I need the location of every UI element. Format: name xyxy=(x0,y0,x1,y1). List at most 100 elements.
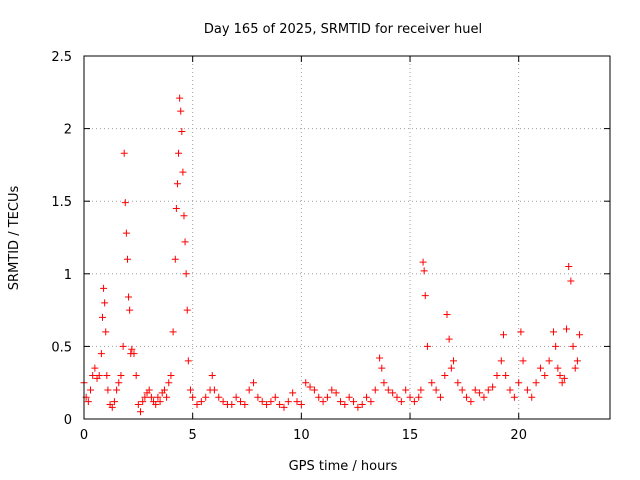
data-point xyxy=(323,393,331,401)
data-point xyxy=(132,371,140,379)
data-point xyxy=(552,342,560,350)
data-point xyxy=(441,371,449,379)
data-point xyxy=(254,393,262,401)
data-point xyxy=(147,393,155,401)
data-point xyxy=(103,371,111,379)
data-point xyxy=(179,168,187,176)
data-point xyxy=(122,229,130,237)
data-point xyxy=(563,325,571,333)
y-tick-label: 0 xyxy=(64,413,72,428)
data-point xyxy=(565,263,573,271)
data-point xyxy=(560,374,568,382)
data-point xyxy=(571,364,579,372)
plot-frame xyxy=(83,55,611,420)
data-point xyxy=(510,393,518,401)
data-point xyxy=(480,393,488,401)
data-point xyxy=(241,400,249,408)
data-point xyxy=(393,393,401,401)
data-point xyxy=(489,383,497,391)
data-point xyxy=(95,371,103,379)
data-point xyxy=(104,386,112,394)
data-point xyxy=(98,313,106,321)
data-point xyxy=(447,364,455,372)
data-point xyxy=(332,389,340,397)
data-point xyxy=(420,267,428,275)
x-tick-label: 10 xyxy=(293,428,310,443)
data-point xyxy=(402,386,410,394)
data-point xyxy=(484,386,492,394)
data-point xyxy=(91,364,99,372)
data-point xyxy=(499,331,507,339)
data-point xyxy=(450,357,458,365)
data-point xyxy=(328,386,336,394)
y-tick-label: 1 xyxy=(64,268,72,283)
data-point xyxy=(178,128,186,136)
data-point xyxy=(569,342,577,350)
data-point xyxy=(110,398,118,406)
data-point xyxy=(567,277,575,285)
data-point xyxy=(302,379,310,387)
data-point xyxy=(215,393,223,401)
data-point xyxy=(345,393,353,401)
data-point xyxy=(145,386,153,394)
data-point xyxy=(167,371,175,379)
x-tick-label: 15 xyxy=(402,428,419,443)
data-point xyxy=(336,398,344,406)
data-point xyxy=(101,299,109,307)
data-point xyxy=(341,400,349,408)
data-point xyxy=(310,386,318,394)
data-point xyxy=(350,398,358,406)
data-point xyxy=(219,398,227,406)
data-point xyxy=(165,379,173,387)
data-point xyxy=(541,371,549,379)
data-point xyxy=(141,393,149,401)
data-point xyxy=(210,386,218,394)
data-point xyxy=(415,393,423,401)
data-points xyxy=(80,94,584,416)
data-point xyxy=(263,400,271,408)
data-point xyxy=(193,400,201,408)
data-point xyxy=(100,284,108,292)
data-point xyxy=(130,350,138,358)
data-point xyxy=(363,393,371,401)
data-point xyxy=(306,383,314,391)
data-point xyxy=(354,403,362,411)
data-point xyxy=(172,204,180,212)
grid-lines xyxy=(84,56,610,419)
data-point xyxy=(250,379,258,387)
data-point xyxy=(258,398,266,406)
data-point xyxy=(463,393,471,401)
data-point xyxy=(271,393,279,401)
data-point xyxy=(176,94,184,102)
x-tick-label: 0 xyxy=(80,428,88,443)
data-point xyxy=(523,386,531,394)
data-point xyxy=(376,354,384,362)
data-point xyxy=(89,371,97,379)
y-tick-label: 0.5 xyxy=(51,340,72,355)
data-point xyxy=(84,398,92,406)
data-point xyxy=(117,371,125,379)
data-point xyxy=(128,345,136,353)
data-point xyxy=(97,350,105,358)
data-point xyxy=(528,393,536,401)
data-point xyxy=(163,393,171,401)
data-point xyxy=(371,386,379,394)
data-point xyxy=(139,398,147,406)
y-tick-labels: 0 0.5 1 1.5 2 2.5 xyxy=(51,50,72,428)
data-point xyxy=(87,386,95,394)
data-point xyxy=(182,270,190,278)
data-point xyxy=(152,400,160,408)
data-point xyxy=(154,393,162,401)
y-axis-title: SRMTID / TECUs xyxy=(7,186,22,291)
data-point xyxy=(180,212,188,220)
data-point xyxy=(121,199,129,207)
data-point xyxy=(173,180,181,188)
data-point xyxy=(102,328,110,336)
data-point xyxy=(108,403,116,411)
data-point xyxy=(171,255,179,263)
data-point xyxy=(554,364,562,372)
data-point xyxy=(137,408,145,416)
data-point xyxy=(458,386,466,394)
data-point xyxy=(467,398,475,406)
